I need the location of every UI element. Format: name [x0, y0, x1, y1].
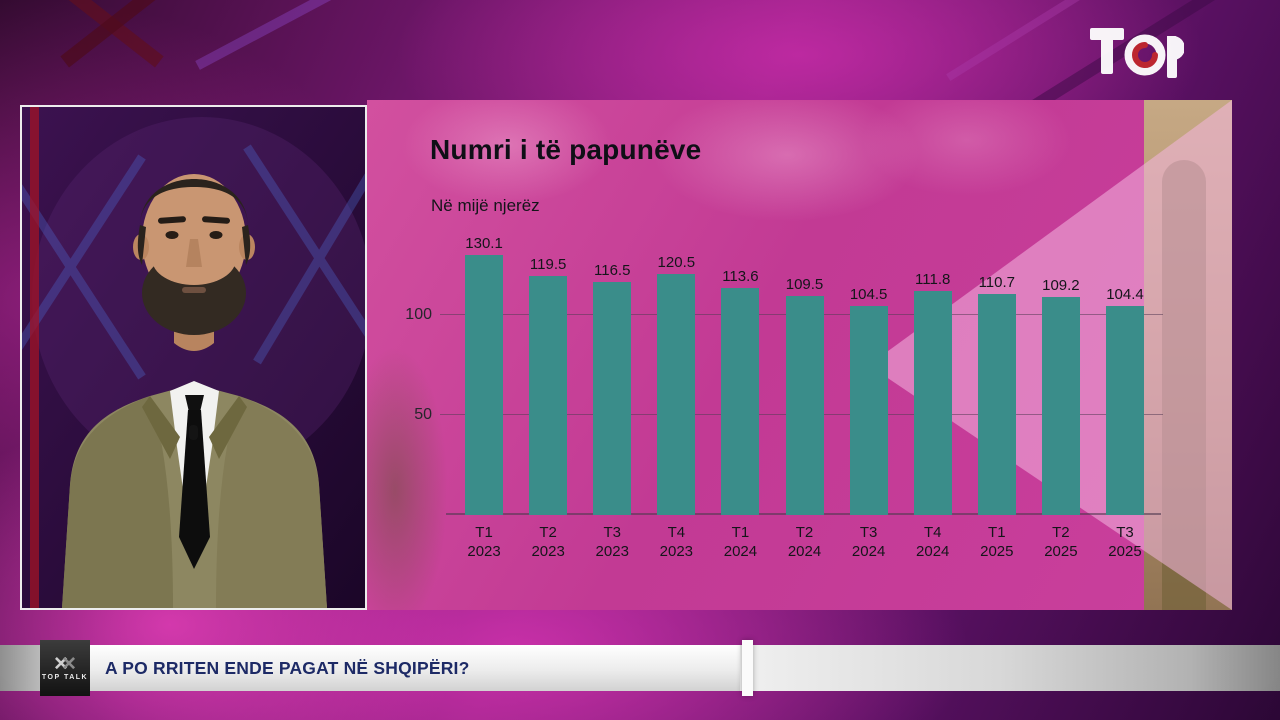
background-collage: [1144, 100, 1232, 610]
y-tick-label: 100: [405, 305, 432, 323]
bar-group: 109.2 T2 2025: [1029, 235, 1093, 570]
bar: [1041, 296, 1080, 515]
background-streak: [60, 0, 164, 68]
lower-third: ✕✕ TOP TALK A PO RRITEN ENDE PAGAT NË SH…: [0, 640, 1280, 696]
plot-area: 130.1 T1 2023 119.5 T2 2023 116.5 T3 2023 120.5 T4…: [405, 235, 1163, 570]
bar: [721, 287, 760, 515]
bar-value-label: 113.6: [722, 267, 759, 285]
bar-value-label: 119.5: [529, 256, 567, 273]
headline-text: A PO RRITEN ENDE PAGAT NË SHQIPËRI?: [105, 657, 470, 678]
x-tick-label: T2 2024: [787, 524, 822, 560]
x-tick-label: T1 2025: [980, 524, 1014, 560]
presenter-illustration: [22, 107, 365, 608]
bar-value-label: 109.2: [1042, 276, 1080, 294]
bar-group: 104.4 T3 2025: [1093, 235, 1157, 570]
x-tick-label: T3 2023: [595, 524, 629, 560]
bar: [465, 255, 504, 516]
bar-group: 120.5 T4 2023: [644, 235, 708, 570]
background-streak: [195, 0, 465, 70]
bar: [785, 296, 824, 515]
bar-value-label: 104.5: [849, 286, 888, 303]
bar-group: 104.5 T3 2024: [837, 235, 901, 570]
chart-panel: Numri i të papunëve Në mijë njerëz 130.1…: [367, 100, 1232, 610]
chart-subtitle: Në mijë njerëz: [431, 196, 540, 215]
bar: [977, 293, 1016, 515]
bar-value-label: 104.4: [1106, 286, 1144, 304]
top-channel-logo-icon: [1088, 24, 1185, 80]
bar-value-label: 111.8: [915, 271, 951, 289]
bar-group: 116.5 T3 2023: [580, 235, 644, 570]
x-tick-label: T4 2023: [659, 524, 694, 560]
top-talk-logo-icon: ✕✕: [53, 653, 77, 675]
bar: [529, 276, 568, 515]
presenter-video-frame: [20, 105, 367, 610]
y-tick-label: 50: [414, 405, 432, 423]
bar-value-label: 109.5: [785, 276, 824, 293]
lapel-mic-icon: [189, 425, 198, 440]
program-logo: ✕✕ TOP TALK: [40, 640, 90, 696]
x-tick-label: T3 2024: [851, 524, 886, 560]
program-name: TOP TALK: [41, 673, 89, 681]
bar-group: 113.6 T1 2024: [708, 235, 772, 570]
bar-group: 130.1 T1 2023: [452, 235, 516, 570]
bar: [1105, 306, 1144, 515]
bar-group: 119.5 T2 2023: [516, 235, 580, 570]
bar: [913, 291, 952, 515]
chart-title: Numri i të papunëve: [430, 134, 702, 165]
x-tick-label: T2 2025: [1044, 524, 1078, 560]
headline-banner: A PO RRITEN ENDE PAGAT NË SHQIPËRI?: [90, 645, 740, 691]
x-tick-label: T1 2024: [723, 524, 758, 560]
x-tick-label: T2 2023: [531, 524, 565, 560]
x-tick-label: T3 2025: [1108, 524, 1142, 560]
bar-group: 111.8 T4 2024: [901, 235, 965, 570]
x-tick-label: T4 2024: [916, 524, 950, 560]
bar-value-label: 130.1: [465, 235, 503, 252]
bar: [657, 274, 696, 515]
bars: 130.1 T1 2023 119.5 T2 2023 116.5 T3 2023 120.5 T4…: [452, 235, 1157, 570]
banner-end-cap: [742, 640, 753, 696]
bar-group: 109.5 T2 2024: [772, 235, 836, 570]
bar: [849, 306, 888, 515]
bar-value-label: 116.5: [594, 262, 631, 279]
bar-group: 110.7 T1 2025: [965, 235, 1029, 570]
bar-value-label: 110.7: [978, 273, 1016, 291]
background-streak: [60, 0, 164, 68]
x-tick-label: T1 2023: [467, 524, 501, 560]
bar: [593, 282, 632, 515]
bar-value-label: 120.5: [657, 254, 696, 271]
